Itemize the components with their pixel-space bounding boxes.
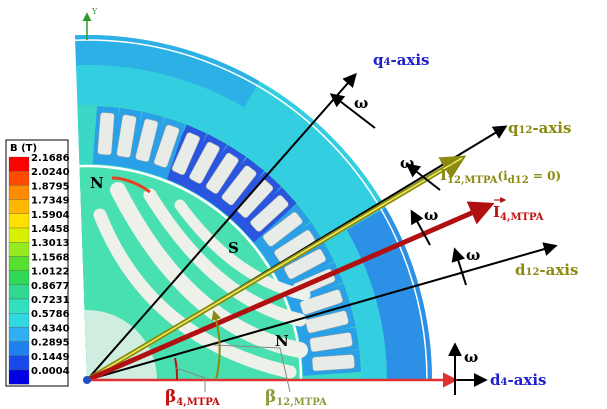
legend-value: 0.2895 <box>31 338 70 349</box>
beta4-label: β4,MTPA <box>165 387 220 408</box>
legend-swatch <box>9 157 29 171</box>
d4-axis-label: d4-axis <box>490 371 547 389</box>
omega-label: ω <box>424 206 438 224</box>
omega-label: ω <box>466 246 480 264</box>
legend-value: 0.4340 <box>31 323 70 334</box>
legend-value: 1.7349 <box>31 196 70 207</box>
y-axis-label: Y <box>91 7 98 16</box>
legend-swatch <box>9 200 29 214</box>
legend-swatch <box>9 271 29 285</box>
legend-swatch <box>9 356 29 370</box>
legend-value: 1.4458 <box>31 224 70 235</box>
legend-value: 2.1686 <box>31 153 70 164</box>
legend-swatch <box>9 185 29 199</box>
legend-swatch <box>9 342 29 356</box>
i4-label: I4,MTPA <box>493 203 544 223</box>
legend-value: 1.1568 <box>31 252 70 263</box>
figure: Y N S N q4-axis q12-axis d12-axis d4-axi… <box>0 0 607 409</box>
omega-label: ω <box>354 94 368 112</box>
legend-swatch <box>9 285 29 299</box>
pole-label: S <box>228 239 239 257</box>
legend-swatch <box>9 214 29 228</box>
legend-value: 1.0122 <box>31 267 70 278</box>
omega-label: ω <box>464 348 478 366</box>
legend-swatch <box>9 242 29 256</box>
legend-value: 0.8677 <box>31 281 70 292</box>
legend-swatch <box>9 370 29 384</box>
q4-axis-label: q4-axis <box>373 51 430 69</box>
legend-value: 0.1449 <box>31 352 70 363</box>
legend-value: 1.5904 <box>31 210 70 221</box>
legend-swatch <box>9 171 29 185</box>
legend-value: 2.0240 <box>31 167 70 178</box>
legend-swatch <box>9 228 29 242</box>
rotation-arrow <box>455 250 466 285</box>
pole-label: N <box>90 174 104 192</box>
pole-label: N <box>275 332 289 350</box>
q12-axis-label: q12-axis <box>508 119 571 137</box>
omega-label: ω <box>400 154 414 172</box>
beta12-label: β12,MTPA <box>265 387 327 408</box>
color-legend: B (T) 2.16862.02401.87951.73491.59041.44… <box>6 140 70 386</box>
legend-swatch <box>9 313 29 327</box>
legend-swatch <box>9 299 29 313</box>
stator-slot <box>312 354 355 371</box>
legend-value: 1.3013 <box>31 238 70 249</box>
legend-swatch <box>9 256 29 270</box>
legend-value: 1.8795 <box>31 181 70 192</box>
legend-value: 0.7231 <box>31 295 70 306</box>
legend-value: 0.5786 <box>31 309 70 320</box>
legend-swatch <box>9 327 29 341</box>
stator-slot <box>97 112 114 155</box>
i12-label: I12,MTPA(id12 = 0) <box>440 166 561 186</box>
d12-axis-label: d12-axis <box>515 261 578 279</box>
origin <box>83 376 91 384</box>
legend-value: 0.0004 <box>31 366 70 377</box>
